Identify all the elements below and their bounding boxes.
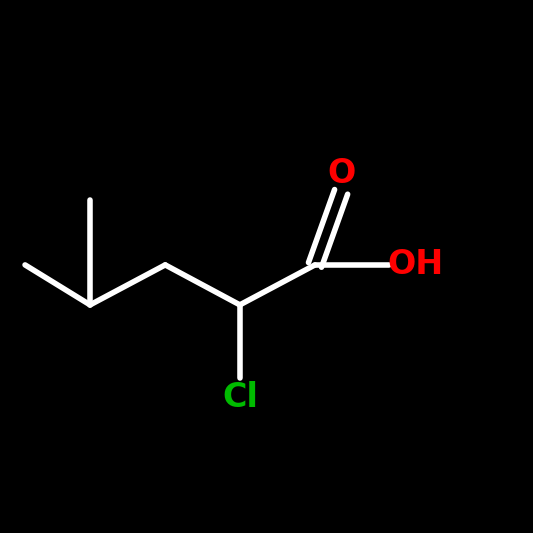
Text: Cl: Cl <box>222 381 258 414</box>
Text: O: O <box>327 157 356 190</box>
Text: OH: OH <box>387 248 444 281</box>
